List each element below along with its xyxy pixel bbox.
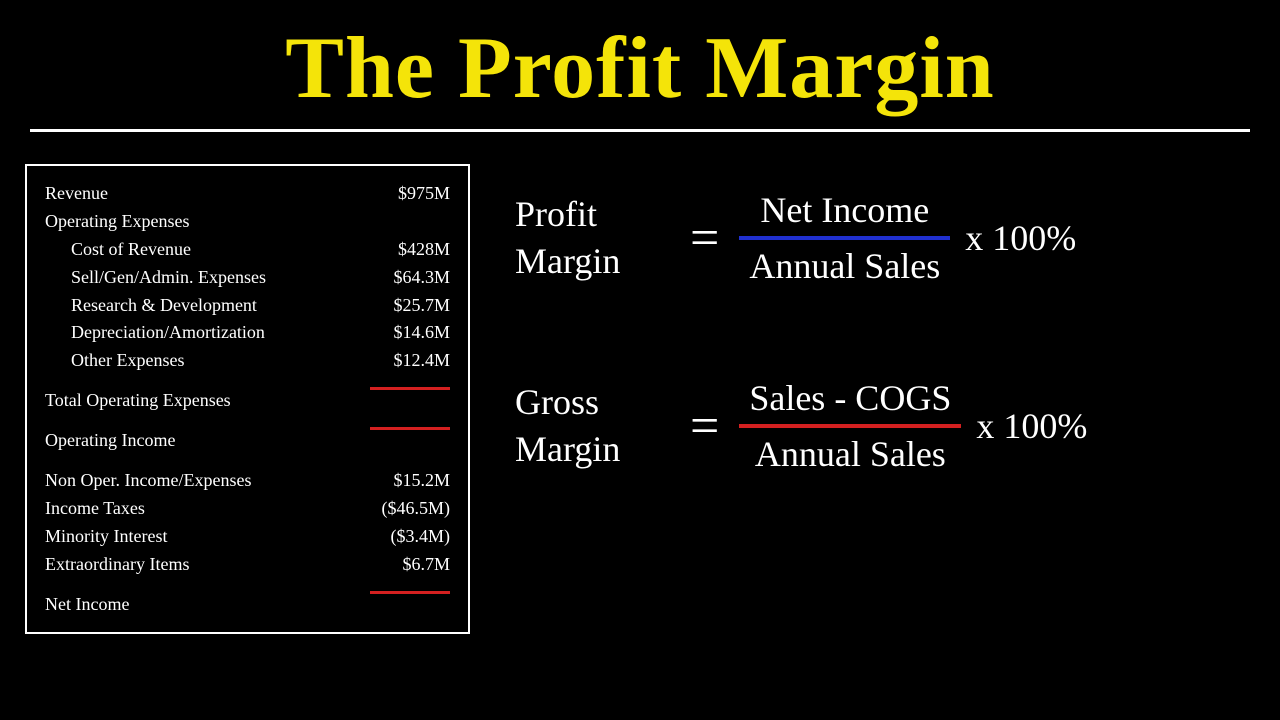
formulas-area: Profit Margin = Net Income Annual Sales …: [470, 164, 1255, 634]
denominator: Annual Sales: [745, 428, 956, 480]
times-100: x 100%: [950, 217, 1076, 259]
expense-row: Research & Development $25.7M: [45, 292, 450, 320]
nonop-row: Income Taxes ($46.5M): [45, 495, 450, 523]
equals-sign: =: [680, 209, 739, 268]
nonop-value: $6.7M: [402, 551, 450, 579]
formula-label: Gross Margin: [515, 379, 680, 473]
operating-expenses-header: Operating Expenses: [45, 208, 450, 236]
times-100: x 100%: [961, 405, 1087, 447]
operating-income-row: Operating Income: [45, 427, 450, 455]
revenue-row: Revenue $975M: [45, 180, 450, 208]
equals-sign: =: [680, 397, 739, 456]
formula-label-line1: Gross: [515, 379, 680, 426]
redline-icon: [370, 591, 450, 594]
expense-value: $25.7M: [393, 292, 450, 320]
net-income-label: Net Income: [45, 591, 129, 619]
total-op-exp-label: Total Operating Expenses: [45, 387, 231, 415]
expense-value: $64.3M: [393, 264, 450, 292]
redline-icon: [370, 427, 450, 430]
nonop-value: ($3.4M): [391, 523, 451, 551]
nonop-value: ($46.5M): [382, 495, 451, 523]
fraction: Sales - COGS Annual Sales: [739, 372, 961, 480]
income-statement-box: Revenue $975M Operating Expenses Cost of…: [25, 164, 470, 634]
formula-label: Profit Margin: [515, 191, 680, 285]
expense-value: $14.6M: [393, 319, 450, 347]
expense-label: Depreciation/Amortization: [71, 319, 265, 347]
expense-label: Research & Development: [71, 292, 257, 320]
numerator: Net Income: [750, 184, 939, 236]
nonop-value: $15.2M: [393, 467, 450, 495]
revenue-label: Revenue: [45, 180, 108, 208]
expense-row: Other Expenses $12.4M: [45, 347, 450, 375]
net-income-row: Net Income: [45, 591, 450, 619]
content-area: Revenue $975M Operating Expenses Cost of…: [0, 132, 1280, 634]
expense-row: Depreciation/Amortization $14.6M: [45, 319, 450, 347]
expense-label: Other Expenses: [71, 347, 184, 375]
redline-icon: [370, 387, 450, 390]
revenue-value: $975M: [398, 180, 450, 208]
formula-label-line1: Profit: [515, 191, 680, 238]
nonop-label: Extraordinary Items: [45, 551, 189, 579]
numerator: Sales - COGS: [739, 372, 961, 424]
expense-value: $12.4M: [393, 347, 450, 375]
gross-margin-formula: Gross Margin = Sales - COGS Annual Sales…: [515, 372, 1255, 480]
expense-row: Sell/Gen/Admin. Expenses $64.3M: [45, 264, 450, 292]
nonop-row: Minority Interest ($3.4M): [45, 523, 450, 551]
formula-label-line2: Margin: [515, 238, 680, 285]
nonop-label: Non Oper. Income/Expenses: [45, 467, 251, 495]
nonop-label: Minority Interest: [45, 523, 167, 551]
nonop-row: Non Oper. Income/Expenses $15.2M: [45, 467, 450, 495]
operating-income-label: Operating Income: [45, 427, 175, 455]
profit-margin-formula: Profit Margin = Net Income Annual Sales …: [515, 184, 1255, 292]
expense-label: Cost of Revenue: [71, 236, 191, 264]
nonop-label: Income Taxes: [45, 495, 145, 523]
formula-label-line2: Margin: [515, 426, 680, 473]
denominator: Annual Sales: [739, 240, 950, 292]
expense-value: $428M: [398, 236, 450, 264]
expense-label: Sell/Gen/Admin. Expenses: [71, 264, 266, 292]
nonop-row: Extraordinary Items $6.7M: [45, 551, 450, 579]
total-op-exp-row: Total Operating Expenses: [45, 387, 450, 415]
expense-row: Cost of Revenue $428M: [45, 236, 450, 264]
slide-title: The Profit Margin: [0, 0, 1280, 119]
fraction: Net Income Annual Sales: [739, 184, 950, 292]
